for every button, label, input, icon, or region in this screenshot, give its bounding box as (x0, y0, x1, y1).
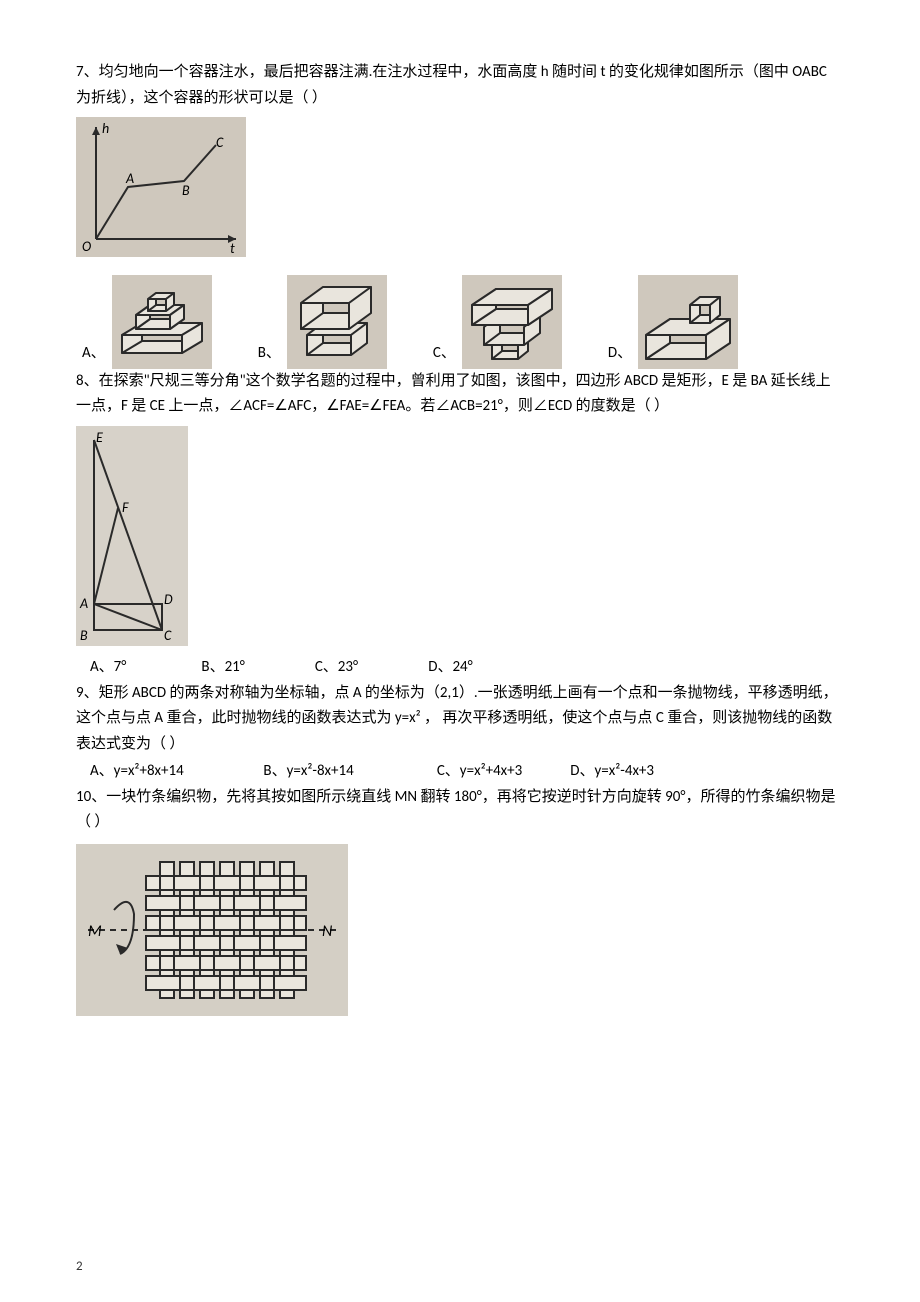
q8-option-D: D、24° (428, 655, 538, 681)
q7-text: 7、均匀地向一个容器注水，最后把容器注满.在注水过程中，水面高度 h 随时间 t… (76, 60, 844, 111)
svg-text:C: C (164, 627, 172, 644)
svg-text:N: N (322, 922, 332, 941)
q9-options: A、y=x²+8x+14 B、y=x²-8x+14 C、y=x²+4x+3 D、… (76, 759, 844, 785)
q9-option-A: A、y=x²+8x+14 (90, 759, 260, 785)
q10-weave-image: M N (76, 844, 348, 1016)
q8-options: A、7° B、21° C、23° D、24° (76, 655, 844, 681)
graph-label-t: t (230, 240, 235, 257)
q7-option-A-label: A、 (76, 341, 112, 369)
q7-option-C-image (462, 275, 562, 369)
q8-geom-image: E F A B C D (76, 426, 188, 646)
graph-label-h: h (102, 120, 109, 137)
q7-option-B-image (287, 275, 387, 369)
q8-option-B: B、21° (201, 655, 311, 681)
svg-text:M: M (88, 922, 102, 941)
graph-label-B: B (182, 182, 190, 199)
q8-option-C: C、23° (315, 655, 425, 681)
q7-option-D-image (638, 275, 738, 369)
svg-text:F: F (122, 499, 129, 516)
svg-text:A: A (79, 595, 88, 612)
document-page: 7、均匀地向一个容器注水，最后把容器注满.在注水过程中，水面高度 h 随时间 t… (0, 0, 920, 1302)
graph-label-A: A (125, 170, 134, 187)
graph-label-O: O (82, 238, 91, 255)
q9-option-C: C、y=x²+4x+3 (437, 759, 567, 785)
q9-option-D: D、y=x²-4x+3 (570, 759, 700, 785)
q7-option-B-label: B、 (252, 341, 287, 369)
q10-text: 10、一块竹条编织物，先将其按如图所示绕直线 MN 翻转 180°，再将它按逆时… (76, 785, 844, 836)
page-number: 2 (76, 1256, 83, 1278)
q7-option-D-label: D、 (602, 341, 638, 369)
q8-text: 8、在探索"尺规三等分角"这个数学名题的过程中，曾利用了如图，该图中，四边形 A… (76, 369, 844, 420)
q7-graph-image: h t O A B C (76, 117, 246, 257)
q7-option-A-image (112, 275, 212, 369)
q7-option-C-label: C、 (427, 341, 462, 369)
svg-text:B: B (80, 627, 88, 644)
q9-option-B: B、y=x²-8x+14 (263, 759, 433, 785)
svg-text:E: E (96, 429, 103, 446)
q7-options-row: A、 (76, 275, 844, 369)
graph-label-C: C (216, 134, 224, 151)
q8-option-A: A、7° (90, 655, 198, 681)
svg-text:D: D (164, 591, 173, 608)
q9-text: 9、矩形 ABCD 的两条对称轴为坐标轴，点 A 的坐标为（2,1）.一张透明纸… (76, 681, 844, 758)
